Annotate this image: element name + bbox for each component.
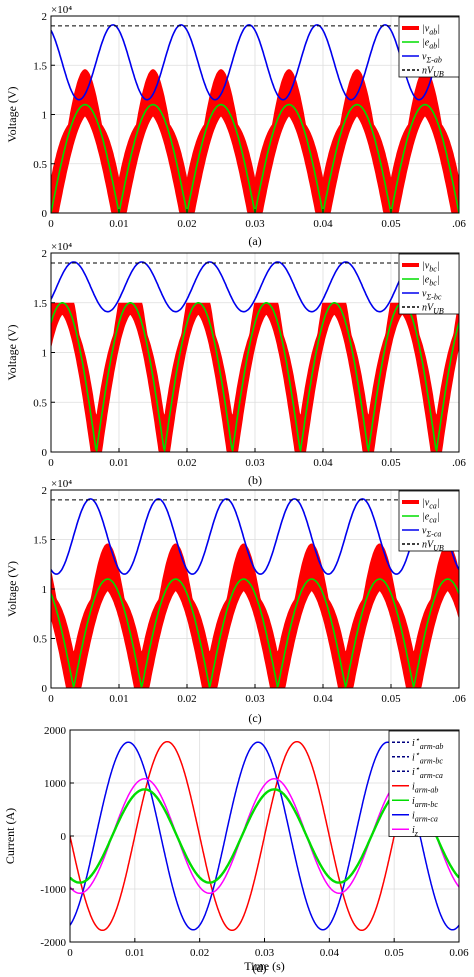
v-sigma-line (51, 498, 459, 575)
e-abs-line (51, 578, 459, 688)
x-tick-label: 0.05 (385, 947, 405, 959)
x-tick-label: 0.05 (381, 218, 401, 230)
x-tick-label: 0.05 (381, 693, 401, 705)
legend-label: |vca| (422, 498, 440, 511)
chart-panel-4: 0 0.01 0.02 0.03 0.04 0.05 0.06 -2000 -1000 0 1000… (3, 725, 469, 975)
legend-label: |ebc| (422, 275, 440, 288)
x-tick-label: 0.02 (177, 218, 196, 230)
y-tick-label: 1000 (44, 778, 67, 790)
x-tick-label: .06 (452, 218, 466, 230)
y-tick-label: 0.5 (33, 397, 47, 409)
y-tick-label: 1 (42, 348, 48, 360)
legend-label: |vbc| (422, 261, 440, 274)
legend-label: i⋆arm-ab (412, 735, 443, 751)
y-tick-label: 0.5 (33, 634, 47, 646)
chart-panel-1: 0 0.01 0.02 0.03 0.04 0.05 .06 0 0.5 1 1.5 2×10⁴ Vol… (5, 4, 466, 248)
chart-panel-2: 0 0.01 0.02 0.03 0.04 0.05.0600.511.52×10⁴Vol… (5, 241, 466, 487)
x-tick-label: 0.02 (177, 693, 196, 705)
legend-label: nVUB (422, 66, 444, 79)
x-tick-label: 0.02 (177, 457, 196, 469)
legend-label: iarm-ab (412, 781, 438, 794)
legend-label: |eab| (422, 38, 440, 51)
y-tick-label: 0 (61, 831, 67, 843)
y-axis-label: Voltage (V) (5, 86, 19, 142)
y-tick-label: 0 (42, 447, 48, 459)
x-tick-label: 0.04 (313, 693, 333, 705)
x-tick-label: 0.06 (449, 947, 469, 959)
panel-caption: (b) (248, 473, 262, 487)
v-sigma-line (51, 24, 459, 101)
legend-box (388, 730, 460, 837)
x-tick-label: 0 (48, 218, 54, 230)
legend-label: nVUB (422, 303, 444, 316)
y-tick-label: 2000 (44, 725, 67, 737)
x-tick-label: 0.02 (190, 947, 209, 959)
x-tick-label: 0.04 (313, 457, 333, 469)
x-tick-label: .06 (452, 457, 466, 469)
y-tick-label: 1.5 (33, 298, 47, 310)
x-tick-label: 0.01 (109, 693, 128, 705)
chart-panel-3: 0 0.01 0.02 0.03 0.04 0.05 .06 0 0.5 1 1.5 2×10⁴ Vol… (5, 478, 466, 725)
x-tick-label: 0 (67, 947, 73, 959)
axis-exponent: ×10⁴ (51, 478, 72, 490)
e-abs-line (51, 301, 459, 452)
v-abs-band (51, 543, 459, 688)
x-tick-label: 0.04 (313, 218, 333, 230)
y-tick-label: 1 (42, 110, 48, 122)
y-tick-label: 1.5 (33, 535, 47, 547)
y-tick-label: 0 (42, 208, 48, 220)
legend-label: iarm-bc (412, 796, 438, 809)
y-tick-label: 2 (42, 485, 48, 497)
legend-label: iarm-ca (412, 810, 438, 823)
y-tick-label: -2000 (40, 937, 66, 949)
panel-caption: (d) (253, 961, 267, 975)
y-tick-label: 0 (42, 683, 48, 695)
plot-area (51, 498, 459, 688)
x-tick-label: 0 (48, 693, 54, 705)
legend-label: iz (412, 825, 419, 838)
axis-exponent: ×10⁴ (51, 4, 72, 16)
v-sigma-line (51, 261, 459, 313)
v-abs-band (51, 302, 459, 452)
y-axis-label: Voltage (V) (5, 561, 19, 617)
legend-label: vΣ-ab (422, 52, 442, 65)
y-axis-label: Voltage (V) (5, 324, 19, 380)
y-tick-label: -1000 (40, 884, 66, 896)
x-tick-label: .06 (452, 693, 466, 705)
plot-area (51, 261, 459, 452)
legend-label: nVUB (422, 540, 444, 553)
y-tick-label: 2 (42, 248, 48, 260)
y-tick-label: 2 (42, 11, 48, 23)
legend-label: vΣ-ca (422, 526, 441, 539)
x-axis-label: Time (s) (244, 959, 285, 973)
x-tick-label: 0.01 (109, 457, 128, 469)
y-axis-label: Current (A) (3, 808, 17, 864)
plot-area (51, 24, 459, 213)
x-tick-label: 0.01 (125, 947, 144, 959)
panel-caption: (c) (248, 711, 261, 725)
x-tick-label: 0.03 (255, 947, 275, 959)
legend-label: vΣ-bc (422, 289, 442, 302)
y-tick-label: 1 (42, 584, 48, 596)
legend-label: i⋆arm-ca (412, 764, 443, 780)
x-tick-label: 0.03 (245, 218, 265, 230)
y-tick-label: 0.5 (33, 159, 47, 171)
legend-label: |eca| (422, 512, 440, 525)
legend-label: |vab| (422, 24, 440, 37)
axis-exponent: ×10⁴ (51, 241, 72, 253)
x-tick-label: 0.01 (109, 218, 128, 230)
y-tick-label: 1.5 (33, 60, 47, 72)
panel-caption: (a) (248, 234, 261, 248)
x-tick-label: 0.03 (245, 693, 265, 705)
x-tick-label: 0.03 (245, 457, 265, 469)
x-tick-label: 0.04 (320, 947, 340, 959)
x-tick-label: 0.05 (381, 457, 401, 469)
x-tick-label: 0 (48, 457, 54, 469)
legend-label: i⋆arm-bc (412, 749, 443, 765)
